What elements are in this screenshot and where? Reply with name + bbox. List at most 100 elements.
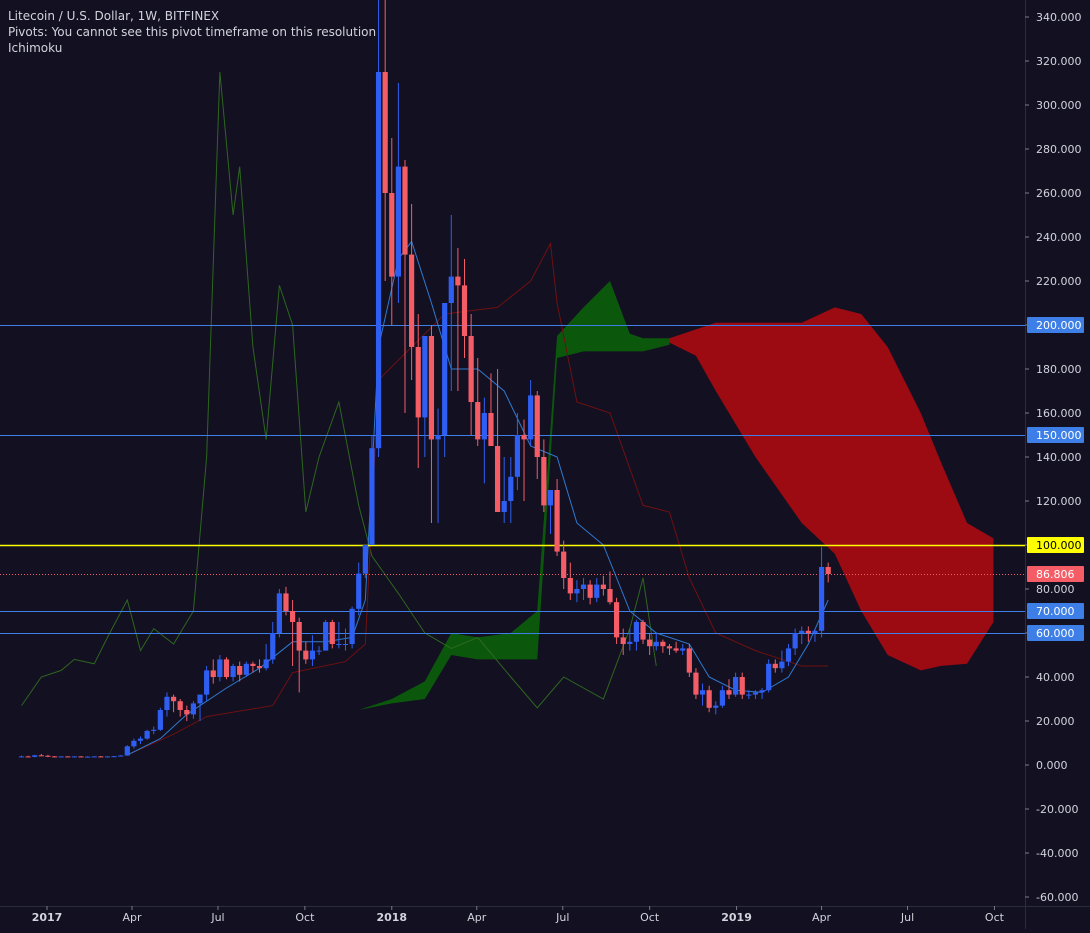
candle-body xyxy=(613,602,620,638)
candle xyxy=(653,633,659,651)
candle-body xyxy=(600,584,606,589)
candle-body xyxy=(693,672,699,695)
candle-body xyxy=(283,593,289,611)
candle xyxy=(45,754,51,758)
candle-body xyxy=(382,72,388,193)
candle xyxy=(475,358,481,446)
candle-body xyxy=(237,666,243,675)
candle-body xyxy=(442,303,448,435)
candle-body xyxy=(660,641,666,647)
price-line-label-60-bg xyxy=(1027,625,1084,641)
candle xyxy=(805,626,811,642)
candle-body xyxy=(91,756,97,758)
candle xyxy=(461,259,468,358)
price-axis-tick-label: 0.000 xyxy=(1036,759,1068,772)
candle-body xyxy=(799,630,805,633)
candle xyxy=(164,692,170,717)
price-axis-tick-label: 80.000 xyxy=(1036,583,1075,596)
candle xyxy=(250,661,256,673)
candle-body xyxy=(204,670,210,695)
candle xyxy=(382,0,388,281)
candle xyxy=(442,303,448,457)
candle-body xyxy=(574,589,580,594)
time-axis-tick-label: Apr xyxy=(812,911,832,924)
candle xyxy=(521,419,527,501)
candle xyxy=(131,738,137,749)
candle-body xyxy=(289,611,296,622)
candle xyxy=(613,597,620,644)
candle-body xyxy=(686,648,692,673)
candle xyxy=(204,666,210,702)
price-line-label-70: 70.000 xyxy=(1027,603,1084,619)
candle-body xyxy=(528,395,534,440)
price-axis-tick-label: 40.000 xyxy=(1036,671,1075,684)
ichimoku-base-line xyxy=(127,241,829,756)
candle-body xyxy=(223,659,230,677)
candle-body xyxy=(38,755,44,757)
pivots-indicator-label[interactable]: Pivots: You cannot see this pivot timefr… xyxy=(8,25,377,39)
candle xyxy=(409,204,415,380)
candle xyxy=(197,694,203,721)
candle xyxy=(329,619,335,649)
candle-body xyxy=(580,584,587,589)
candle-body xyxy=(243,663,249,675)
candle xyxy=(151,726,157,735)
candle-body xyxy=(45,755,51,757)
price-line-label-100: 100.000 xyxy=(1027,537,1084,553)
candle xyxy=(673,641,679,653)
candle-body xyxy=(395,166,401,277)
candle-body xyxy=(51,756,58,758)
candle xyxy=(561,540,567,589)
candle-body xyxy=(144,730,150,739)
time-axis-tick-label: Apr xyxy=(122,911,142,924)
candle xyxy=(78,756,84,758)
candle-body xyxy=(356,573,362,609)
last-price-label-text: 86.806 xyxy=(1036,568,1075,581)
candle-body xyxy=(818,567,825,631)
time-axis-tick-label: Jul xyxy=(210,911,224,924)
candle xyxy=(270,622,276,664)
candle-body xyxy=(448,276,454,303)
candle-body xyxy=(309,650,316,660)
candle-body xyxy=(680,648,686,651)
candle-body xyxy=(263,659,269,669)
candle-body xyxy=(349,608,355,644)
price-line-label-70-bg xyxy=(1027,603,1084,619)
candle xyxy=(508,457,514,523)
price-line-label-60-text: 60.000 xyxy=(1036,627,1075,640)
last-price-label-bg xyxy=(1027,566,1084,583)
candle-body xyxy=(554,490,560,552)
candle-body xyxy=(779,661,785,669)
candle-body xyxy=(329,622,335,644)
candlestick-series[interactable] xyxy=(18,0,831,758)
candle xyxy=(488,373,494,446)
candle xyxy=(580,578,587,600)
price-axis-tick-label: 220.000 xyxy=(1036,275,1082,288)
candle-body xyxy=(468,336,474,402)
candle xyxy=(600,575,606,596)
candle xyxy=(633,619,640,651)
candle-body xyxy=(726,690,732,695)
candle-body xyxy=(18,756,25,758)
candle xyxy=(263,644,269,671)
candle-body xyxy=(111,756,117,758)
candle xyxy=(336,622,342,649)
price-axis-tick-label: 120.000 xyxy=(1036,495,1082,508)
candle-body xyxy=(25,756,31,758)
candle xyxy=(726,679,732,699)
time-axis[interactable]: 2017 Apr Jul Oct 2018 Apr Jul Oct 2019 Apr Jul Oct xyxy=(32,906,1005,924)
candle-body xyxy=(541,457,547,506)
price-axis-tick-label: 160.000 xyxy=(1036,407,1082,420)
symbol-title[interactable]: Litecoin / U.S. Dollar, 1W, BITFINEX xyxy=(8,9,220,23)
candle xyxy=(481,397,487,484)
candle-body xyxy=(766,663,772,691)
price-axis-tick-label: 340.000 xyxy=(1036,11,1082,24)
candle-body xyxy=(488,413,494,446)
candle xyxy=(514,413,521,490)
ichimoku-indicator-label[interactable]: Ichimoku xyxy=(8,41,63,55)
price-labels: 200.000 150.000 100.000 70.000 60.000 86.806 xyxy=(1027,317,1084,641)
candle-body xyxy=(336,644,342,645)
price-axis-tick-label: -40.000 xyxy=(1036,847,1078,860)
time-axis-tick-label: 2017 xyxy=(32,911,63,924)
